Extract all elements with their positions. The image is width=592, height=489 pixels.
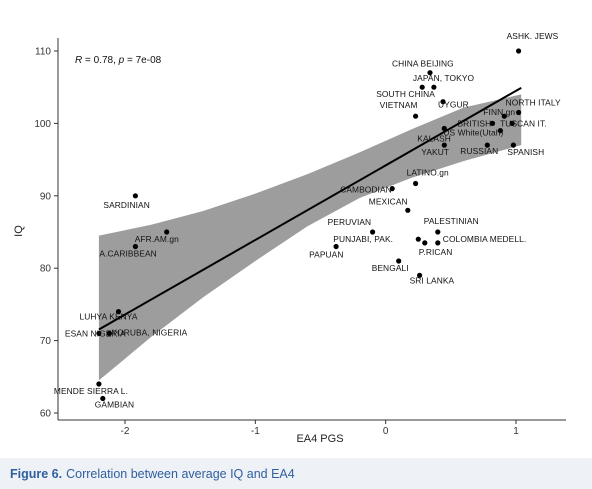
- y-axis-title: IQ: [13, 225, 25, 237]
- point-label-vietnam: VIETNAM: [380, 100, 418, 110]
- point-spanish: [510, 142, 516, 148]
- point-label-esan-nigeria: ESAN NIGERIA: [65, 328, 126, 338]
- figure-caption: Figure 6. Correlation between average IQ…: [0, 458, 592, 489]
- point-label-mexican: MEXICAN: [369, 196, 408, 206]
- x-axis-title: EA4 PGS: [296, 433, 343, 445]
- point-label-punjabi-pak: PUNJABI, PAK.: [333, 234, 393, 244]
- y-tick-label: 100: [34, 119, 51, 130]
- p-label: p: [118, 55, 125, 66]
- point-p-rican: [422, 240, 428, 246]
- point-label-spanish: SPANISH: [507, 147, 544, 157]
- point-cambodian: [389, 186, 395, 192]
- r-value: = 0.78,: [82, 55, 118, 66]
- point-tuscan-it: [509, 120, 515, 126]
- point-label-mende-sierra-l: MENDE SIERRA L.: [54, 386, 128, 396]
- point-a-caribbean: [132, 243, 138, 250]
- point-yoruba-nigeria: [106, 330, 112, 336]
- point-north-italy: [516, 109, 522, 116]
- confidence-band: [98, 94, 522, 381]
- point-label-latino-gn: LATINO.gn: [407, 168, 449, 178]
- point-latino-gn: [413, 180, 419, 187]
- point-label-china-beijing: CHINA BEIJING: [392, 59, 454, 69]
- point-mexican: [405, 207, 411, 213]
- x-tick-label: 0: [383, 426, 389, 437]
- point-label-us-white-utah: US White(Utah): [443, 128, 503, 138]
- point-sri-lanka: [417, 272, 423, 278]
- point-label-afr-am-gn: AFR.AM.gn: [135, 234, 179, 244]
- point-label-palestinian: PALESTINIAN: [424, 216, 479, 226]
- x-tick-label: 1: [513, 426, 519, 437]
- point-label-peruvian: PERUVIAN: [328, 217, 372, 227]
- point-label-gambian: GAMBIAN: [95, 400, 134, 410]
- x-tick-label: -2: [121, 426, 130, 437]
- point-us-white-utah: [497, 128, 503, 134]
- point-gambian: [100, 395, 106, 402]
- point-label-colombia-medell: COLOMBIA MEDELL.: [443, 234, 527, 244]
- point-label-british: BRITISH: [458, 118, 492, 128]
- y-tick-label: 80: [40, 264, 52, 275]
- y-tick-label: 70: [40, 336, 52, 347]
- point-label-ashk-jews: ASHK. JEWS: [507, 31, 559, 41]
- point-label-kalash: KALASH: [417, 134, 451, 144]
- point-south-china: [419, 84, 425, 90]
- point-bengali: [396, 258, 402, 264]
- point-label-north-italy: NORTH ITALY: [506, 98, 561, 108]
- point-label-uygur: UYGUR: [438, 100, 469, 110]
- scatter-chart: ASHK. JEWS CHINA BEIJING JAPAN, TOKYO SOUTH…: [13, 31, 566, 445]
- point-kalash: [441, 125, 447, 132]
- point-label-luhya-kenya: LUHYA KENYA: [80, 312, 138, 322]
- point-ashk-jews: [516, 48, 522, 54]
- point-label-cambodian: CAMBODIAN: [340, 185, 392, 195]
- point-label-yakut: YAKUT: [421, 147, 449, 157]
- point-uygur: [440, 99, 446, 105]
- point-label-japan-tokyo: JAPAN, TOKYO: [413, 73, 475, 83]
- correlation-annotation: R = 0.78, p = 7e-08: [75, 55, 162, 66]
- y-tick-label: 90: [40, 191, 52, 202]
- point-label-russian: RUSSIAN: [460, 146, 498, 156]
- caption-label: Figure 6.: [10, 466, 63, 481]
- point-mende-sierra-l: [96, 381, 102, 387]
- point-japan-tokyo: [431, 84, 437, 90]
- figure: ASHK. JEWS CHINA BEIJING JAPAN, TOKYO SOUTH…: [13, 31, 566, 445]
- point-china-beijing: [427, 70, 433, 76]
- point-colombia-medell: [435, 240, 441, 246]
- point-punjabi-pak: [415, 236, 421, 242]
- point-peruvian: [370, 229, 376, 235]
- point-label-sri-lanka: SRI LANKA: [410, 275, 455, 285]
- point-luhya-kenya: [115, 309, 122, 315]
- point-label-papuan: PAPUAN: [309, 250, 343, 260]
- point-afr-am-gn: [164, 229, 170, 235]
- regression-line: [98, 86, 522, 331]
- point-papuan: [333, 243, 339, 250]
- point-label-bengali: BENGALI: [372, 263, 409, 273]
- point-label-south-china: SOUTH CHINA: [376, 89, 435, 99]
- point-finn-gn: [501, 113, 507, 119]
- point-russian: [484, 142, 490, 148]
- point-label-finn-gn: FINN.gn: [483, 107, 515, 117]
- y-tick-label: 60: [40, 409, 52, 420]
- point-yakut: [441, 142, 447, 148]
- p-value: = 7e-08: [124, 55, 161, 66]
- point-esan-nigeria: [96, 330, 102, 336]
- point-label-sardinian: SARDINIAN: [103, 200, 150, 210]
- point-label-yoruba-nigeria: YORUBA, NIGERIA: [111, 327, 187, 337]
- point-palestinian: [435, 229, 441, 235]
- point-label-a-caribbean: A.CARIBBEAN: [99, 249, 156, 259]
- point-label-p-rican: P.RICAN: [419, 247, 453, 257]
- point-sardinian: [132, 193, 138, 199]
- point-british: [489, 120, 496, 126]
- y-tick-label: 110: [35, 47, 51, 58]
- x-tick-label: -1: [251, 426, 260, 437]
- r-label: R: [75, 55, 82, 66]
- caption-text: Correlation between average IQ and EA4: [66, 466, 295, 481]
- point-vietnam: [413, 113, 419, 119]
- point-label-tuscan-it: TUSCAN IT.: [500, 118, 547, 128]
